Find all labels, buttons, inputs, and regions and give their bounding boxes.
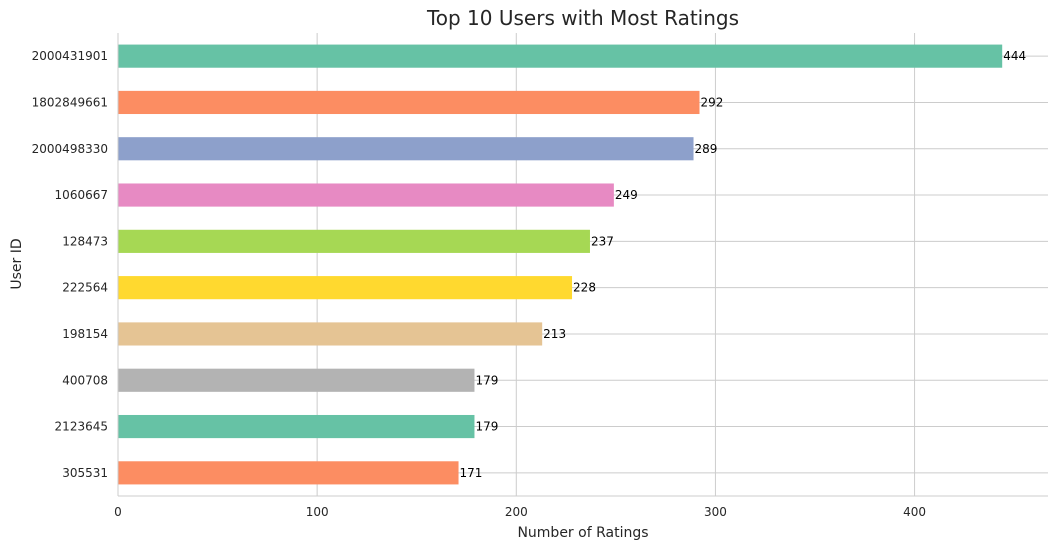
x-axis-title: Number of Ratings xyxy=(517,525,648,541)
bar-198154 xyxy=(118,322,543,346)
bar-2123645 xyxy=(118,414,475,439)
y-tick-label: 2000498330 xyxy=(32,142,108,156)
bar-222564 xyxy=(118,276,573,300)
data-label: 289 xyxy=(695,142,718,156)
data-label: 444 xyxy=(1003,49,1026,63)
y-axis-title: User ID xyxy=(9,238,25,289)
data-label: 237 xyxy=(591,234,614,248)
y-tick-label: 128473 xyxy=(62,234,108,248)
data-label: 228 xyxy=(573,281,596,295)
data-labels: 444 292 289 249 237 228 213 179 179 171 xyxy=(460,49,1027,480)
x-tick-label: 0 xyxy=(114,505,122,519)
data-label: 249 xyxy=(615,188,638,202)
bar-2000498330 xyxy=(118,137,694,161)
x-tick-labels: 0 100 200 300 400 xyxy=(114,505,926,519)
y-tick-label: 1060667 xyxy=(55,188,108,202)
x-tick-label: 100 xyxy=(306,505,329,519)
data-label: 179 xyxy=(475,420,498,434)
y-tick-label: 1802849661 xyxy=(32,95,108,109)
chart-title: Top 10 Users with Most Ratings xyxy=(426,6,739,30)
y-tick-label: 222564 xyxy=(62,281,108,295)
bar-400708 xyxy=(118,368,475,392)
y-tick-label: 400708 xyxy=(62,373,108,387)
data-label: 292 xyxy=(700,95,723,109)
y-tick-label: 198154 xyxy=(62,327,108,341)
x-tick-label: 300 xyxy=(704,505,727,519)
bars xyxy=(118,44,1003,485)
y-tick-labels: 2000431901 1802849661 2000498330 1060667 128… xyxy=(32,49,108,480)
data-label: 179 xyxy=(475,373,498,387)
bar-305531 xyxy=(118,461,459,485)
bar-1802849661 xyxy=(118,90,700,115)
x-tick-label: 400 xyxy=(903,505,926,519)
y-tick-label: 305531 xyxy=(62,466,108,480)
x-tick-label: 200 xyxy=(505,505,528,519)
bar-128473 xyxy=(118,229,590,253)
data-label: 171 xyxy=(460,466,483,480)
bar-2000431901 xyxy=(118,44,1003,68)
y-tick-label: 2123645 xyxy=(55,420,108,434)
data-label: 213 xyxy=(543,327,566,341)
bar-1060667 xyxy=(118,183,614,207)
y-tick-label: 2000431901 xyxy=(32,49,108,63)
